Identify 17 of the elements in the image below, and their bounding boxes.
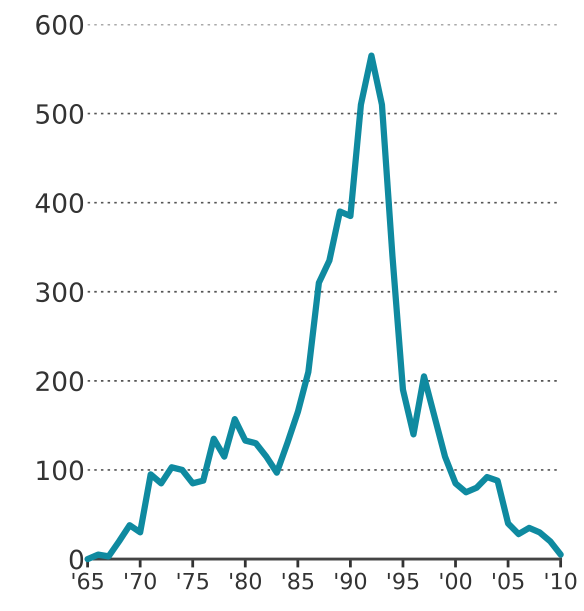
- x-tick-label: '10: [546, 572, 576, 590]
- y-tick-label: 400: [36, 193, 84, 214]
- x-tick-label: '85: [282, 572, 314, 590]
- y-tick-label: 300: [36, 282, 84, 302]
- x-tick-label: '90: [335, 572, 366, 590]
- y-tick-label: 0: [70, 550, 84, 570]
- x-tick-label: '80: [230, 572, 261, 590]
- x-tick-label: '65: [72, 572, 103, 590]
- x-tick-label: '05: [493, 572, 524, 590]
- y-tick-label: 100: [37, 460, 84, 480]
- x-tick-label: '00: [440, 572, 472, 590]
- y-tick-label: 200: [36, 371, 84, 392]
- x-tick-label: '75: [178, 572, 208, 590]
- y-tick-label: 600: [36, 14, 84, 35]
- x-tick-label: '70: [125, 572, 156, 590]
- y-tick-label: 500: [36, 104, 84, 124]
- x-tick-label: '95: [388, 572, 418, 590]
